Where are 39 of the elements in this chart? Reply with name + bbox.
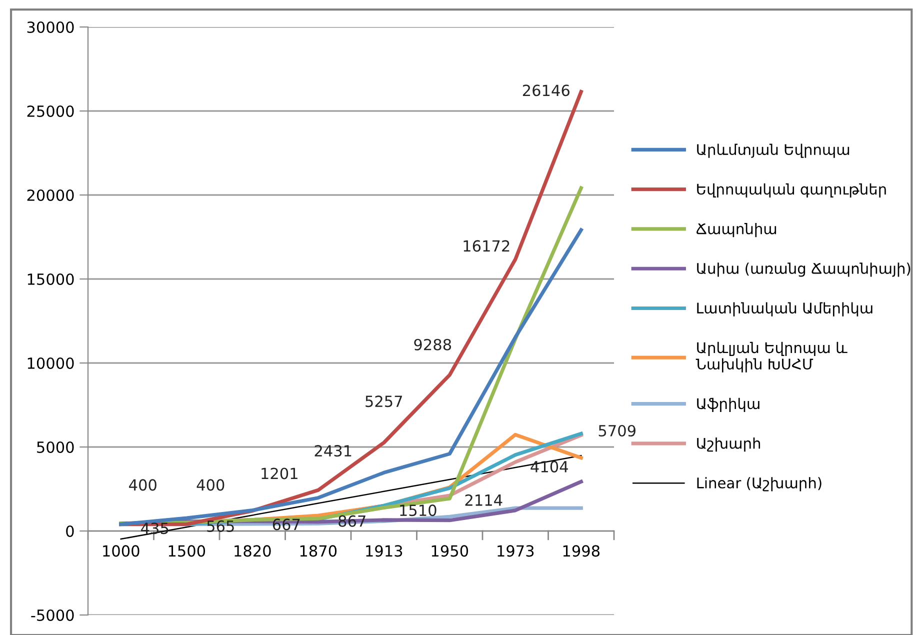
legend-label: Աշխարհ — [697, 438, 760, 452]
x-tick-label: 1000 — [103, 545, 140, 557]
y-tick-label: 30000 — [27, 21, 74, 34]
legend-label: Արևմտյան Եվրոպա — [697, 144, 850, 158]
legend-label: Եվրոպական գաղութներ — [697, 183, 886, 198]
data-label: 5709 — [598, 424, 636, 437]
data-label: 16172 — [464, 240, 510, 252]
data-label: 5257 — [366, 396, 402, 408]
y-tick-label: 0 — [66, 525, 74, 538]
data-label: 2431 — [314, 445, 352, 457]
y-tick-label: 10000 — [28, 357, 74, 370]
data-label: 400 — [196, 479, 224, 491]
data-label: 435 — [141, 522, 168, 534]
data-label: 26146 — [522, 84, 570, 96]
x-tick-label: 1500 — [168, 545, 206, 557]
data-label: 565 — [207, 520, 234, 532]
y-tick-label: 5000 — [37, 441, 74, 454]
x-tick-label: 1913 — [366, 545, 402, 557]
x-tick-label: 1998 — [563, 545, 600, 557]
data-label: 1510 — [400, 504, 436, 516]
x-tick-label: 1973 — [498, 545, 534, 557]
x-tick-label: 1820 — [234, 545, 271, 557]
legend-label: Ասիա (առանց Ճապոնիայի) — [697, 262, 910, 277]
data-label: 2114 — [465, 494, 502, 506]
y-tick-label: -5000 — [31, 609, 74, 622]
data-label: 4104 — [530, 460, 568, 472]
y-tick-label: 25000 — [27, 105, 74, 118]
y-tick-label: 15000 — [28, 273, 74, 286]
legend-label: Աֆրիկա — [697, 398, 760, 412]
data-label: 1201 — [262, 468, 298, 480]
x-tick-label: 1870 — [300, 545, 337, 557]
legend-label: Ճապոնիա — [696, 223, 776, 238]
data-label: 400 — [129, 479, 156, 491]
data-label: 9288 — [414, 338, 452, 350]
y-tick-label: 20000 — [27, 189, 74, 202]
legend-label: Լատինական Ամերիկա — [697, 302, 872, 316]
x-tick-label: 1950 — [432, 545, 468, 557]
legend-label: Արևլյան Եվրոպա և Նախկին ԽՍՀՄ — [696, 342, 848, 372]
legend-label: Linear (Աշխարհ) — [697, 477, 822, 492]
